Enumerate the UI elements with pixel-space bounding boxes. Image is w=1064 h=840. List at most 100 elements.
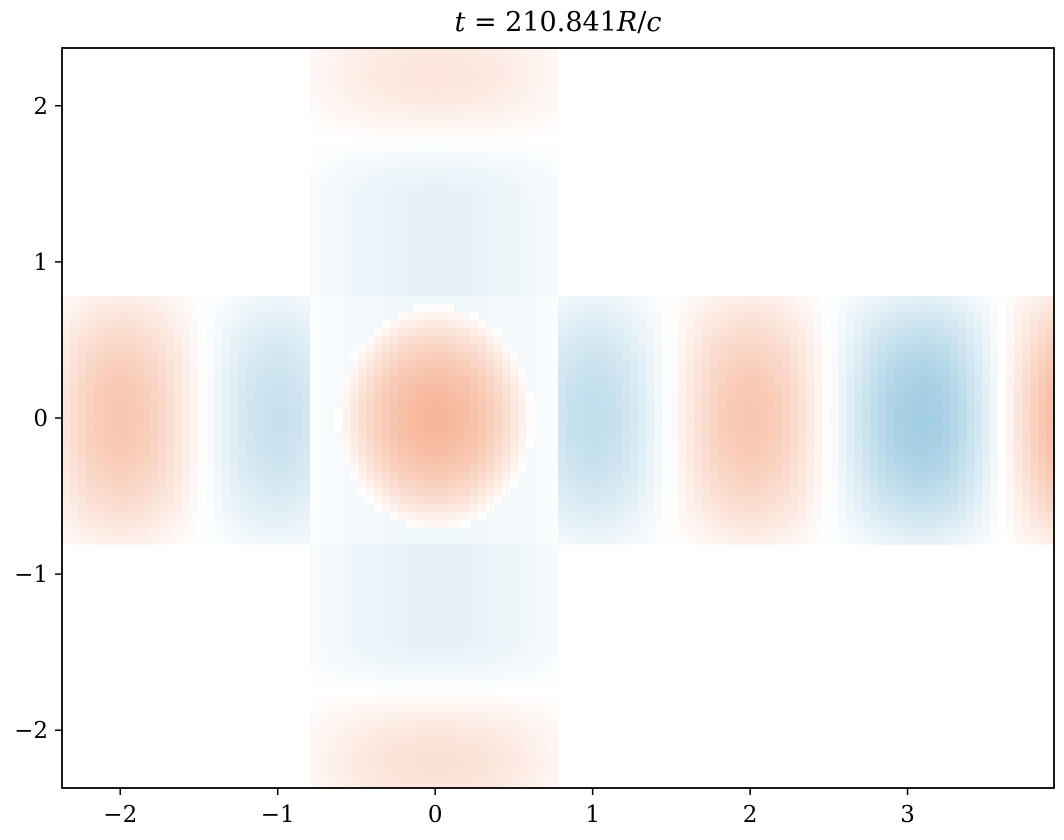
heatmap-cell (598, 360, 607, 369)
heatmap-cell (750, 456, 759, 465)
heatmap-cell (438, 144, 447, 153)
heatmap-cell (102, 408, 111, 417)
heatmap-cell (398, 272, 407, 281)
heatmap-cell (470, 448, 479, 457)
heatmap-cell (342, 320, 351, 329)
heatmap-cell (902, 472, 911, 481)
heatmap-cell (422, 88, 431, 97)
heatmap-cell (166, 416, 175, 425)
heatmap-cell (1030, 432, 1039, 441)
heatmap-cell (982, 328, 991, 337)
heatmap-cell (878, 296, 887, 305)
heatmap-cell (342, 160, 351, 169)
heatmap-cell (406, 488, 415, 497)
heatmap-cell (254, 520, 263, 529)
heatmap-cell (998, 328, 1007, 337)
heatmap-cell (822, 432, 831, 441)
heatmap-cell (542, 256, 551, 265)
heatmap-cell (774, 312, 783, 321)
heatmap-cell (958, 296, 967, 305)
heatmap-cell (366, 416, 375, 425)
heatmap-cell (254, 296, 263, 305)
heatmap-cell (518, 152, 527, 161)
heatmap-cell (302, 504, 311, 513)
heatmap-cell (606, 504, 615, 513)
heatmap-cell (454, 512, 463, 521)
heatmap-cell (470, 496, 479, 505)
heatmap-cell (414, 456, 423, 465)
heatmap-cell (670, 472, 679, 481)
heatmap-cell (990, 312, 999, 321)
heatmap-cell (486, 112, 495, 121)
heatmap-cell (926, 520, 935, 529)
heatmap-cell (550, 552, 559, 561)
heatmap-cell (110, 480, 119, 489)
heatmap-cell (550, 568, 559, 577)
heatmap-cell (990, 328, 999, 337)
heatmap-cell (582, 464, 591, 473)
heatmap-cell (798, 448, 807, 457)
heatmap-cell (118, 368, 127, 377)
heatmap-cell (158, 352, 167, 361)
heatmap-cell (534, 408, 543, 417)
heatmap-cell (950, 400, 959, 409)
heatmap-cell (550, 440, 559, 449)
heatmap-cell (862, 360, 871, 369)
heatmap-cell (742, 296, 751, 305)
heatmap-cell (494, 264, 503, 273)
heatmap-cell (430, 584, 439, 593)
heatmap-cell (590, 352, 599, 361)
heatmap-cell (414, 176, 423, 185)
heatmap-cell (134, 504, 143, 513)
heatmap-cell (790, 488, 799, 497)
heatmap-cell (974, 328, 983, 337)
heatmap-cell (614, 328, 623, 337)
heatmap-cell (942, 416, 951, 425)
heatmap-cell (462, 136, 471, 145)
heatmap-cell (670, 304, 679, 313)
heatmap-cell (406, 424, 415, 433)
heatmap-cell (390, 376, 399, 385)
heatmap-cell (78, 384, 87, 393)
heatmap-cell (1030, 368, 1039, 377)
heatmap-cell (510, 288, 519, 297)
heatmap-cell (366, 160, 375, 169)
heatmap-cell (606, 488, 615, 497)
heatmap-cell (886, 480, 895, 489)
heatmap-cell (286, 480, 295, 489)
heatmap-cell (430, 136, 439, 145)
heatmap-cell (726, 400, 735, 409)
heatmap-cell (542, 296, 551, 305)
heatmap-cell (438, 560, 447, 569)
heatmap-cell (558, 472, 567, 481)
heatmap-cell (766, 464, 775, 473)
heatmap-cell (470, 536, 479, 545)
heatmap-cell (358, 152, 367, 161)
heatmap-cell (254, 432, 263, 441)
heatmap-cell (182, 528, 191, 537)
heatmap-cell (566, 512, 575, 521)
heatmap-cell (230, 416, 239, 425)
heatmap-cell (118, 320, 127, 329)
heatmap-cell (358, 104, 367, 113)
heatmap-cell (982, 368, 991, 377)
heatmap-cell (550, 360, 559, 369)
heatmap-cell (1038, 304, 1047, 313)
heatmap-cell (470, 48, 479, 57)
heatmap-cell (366, 216, 375, 225)
heatmap-cell (358, 88, 367, 97)
heatmap-cell (830, 480, 839, 489)
heatmap-cell (486, 152, 495, 161)
heatmap-cell (462, 152, 471, 161)
heatmap-cell (782, 456, 791, 465)
heatmap-cell (78, 352, 87, 361)
heatmap-cell (886, 440, 895, 449)
heatmap-cell (358, 288, 367, 297)
heatmap-cell (750, 448, 759, 457)
heatmap-cell (270, 528, 279, 537)
heatmap-cell (990, 344, 999, 353)
heatmap-cell (950, 448, 959, 457)
heatmap-cell (446, 200, 455, 209)
heatmap-cell (1030, 352, 1039, 361)
heatmap-cell (270, 320, 279, 329)
